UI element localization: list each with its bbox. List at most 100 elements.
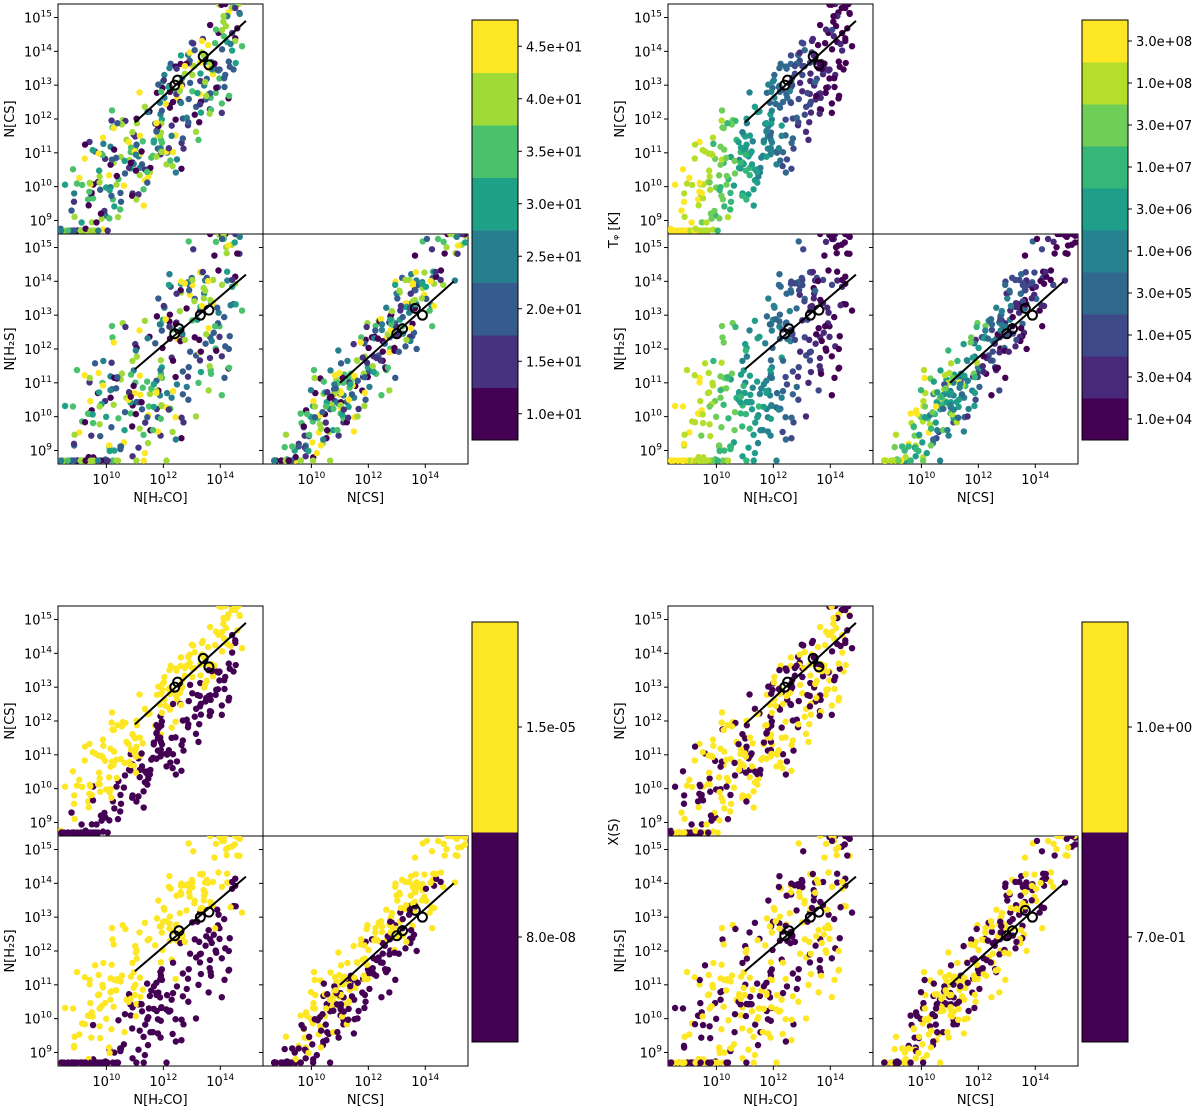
model-point: [791, 62, 799, 70]
model-point: [838, 878, 846, 886]
fit-line: [744, 20, 857, 124]
model-point: [218, 26, 226, 34]
model-point: [695, 202, 702, 209]
model-point: [454, 844, 462, 851]
model-point: [971, 389, 979, 397]
model-point: [423, 837, 431, 845]
model-point: [743, 196, 750, 203]
model-point: [372, 327, 379, 334]
model-point: [202, 340, 209, 347]
model-point: [197, 77, 204, 85]
model-point: [225, 58, 232, 65]
model-point: [965, 1007, 972, 1015]
model-point: [184, 373, 192, 380]
model-point: [752, 1021, 759, 1028]
model-point: [720, 941, 727, 948]
model-point: [795, 889, 803, 896]
model-point: [679, 1005, 687, 1012]
observed-point: [203, 304, 215, 316]
fit-line: [134, 622, 247, 726]
model-point: [783, 983, 791, 990]
y-tick-label: 1014: [24, 273, 52, 290]
model-point: [737, 761, 744, 769]
model-point: [158, 107, 166, 114]
model-point: [387, 918, 394, 925]
model-point: [215, 911, 222, 918]
colorbar-tick-label: 1.0e+00: [1136, 721, 1192, 736]
model-point: [361, 976, 368, 983]
model-point: [225, 92, 233, 100]
model-point: [295, 1045, 302, 1052]
model-point: [727, 808, 734, 815]
model-point: [764, 1030, 772, 1037]
model-point: [779, 1030, 786, 1038]
model-point: [746, 1027, 753, 1034]
model-point: [801, 46, 808, 54]
model-point: [828, 711, 836, 719]
model-point: [396, 287, 403, 294]
model-point: [800, 246, 807, 253]
model-point: [731, 1028, 738, 1036]
model-point: [161, 71, 168, 79]
model-point: [796, 651, 803, 658]
model-point: [680, 1042, 688, 1050]
model-point: [790, 145, 797, 152]
model-point: [453, 234, 461, 241]
model-point: [759, 1028, 767, 1036]
model-point: [671, 1004, 679, 1012]
model-point: [788, 414, 795, 421]
model-point: [938, 393, 945, 400]
model-point: [921, 1005, 929, 1012]
model-point: [225, 345, 232, 353]
model-point: [198, 37, 206, 45]
model-point: [412, 871, 419, 878]
model-point: [198, 639, 206, 647]
model-point: [69, 403, 77, 410]
model-point: [223, 851, 230, 859]
model-point: [705, 829, 712, 836]
x-tick-label: 1012: [964, 1073, 992, 1090]
model-point: [902, 453, 909, 461]
model-point: [197, 348, 205, 355]
model-point: [220, 12, 227, 20]
model-point: [64, 457, 71, 464]
model-point: [138, 1008, 146, 1015]
model-point: [88, 821, 96, 828]
model-point: [846, 234, 853, 241]
model-point: [218, 883, 226, 891]
model-point: [402, 878, 409, 886]
model-point: [1006, 889, 1013, 896]
model-point: [691, 372, 698, 379]
model-point: [190, 40, 197, 47]
model-point: [176, 87, 184, 95]
model-point: [817, 296, 824, 304]
model-point: [221, 83, 228, 91]
model-point: [735, 766, 743, 773]
model-point: [310, 999, 317, 1007]
model-point: [760, 1005, 767, 1013]
model-point: [407, 926, 415, 934]
model-point: [767, 88, 775, 95]
model-point: [942, 987, 949, 994]
model-point: [461, 841, 468, 848]
model-point: [707, 432, 714, 440]
model-point: [787, 52, 795, 59]
model-point: [763, 915, 771, 922]
model-point: [795, 119, 802, 126]
y-tick-label: 109: [640, 1044, 663, 1061]
model-point: [825, 267, 832, 274]
model-point: [765, 295, 772, 302]
model-point: [988, 928, 996, 936]
model-point: [84, 196, 92, 203]
model-point: [699, 411, 706, 418]
model-point: [680, 440, 688, 448]
model-point: [133, 141, 140, 148]
model-point: [95, 389, 103, 396]
model-point: [796, 348, 804, 355]
model-point: [168, 394, 175, 401]
model-point: [738, 794, 746, 801]
model-point: [848, 42, 856, 50]
model-point: [816, 234, 824, 238]
model-point: [706, 775, 713, 782]
model-point: [440, 281, 447, 289]
